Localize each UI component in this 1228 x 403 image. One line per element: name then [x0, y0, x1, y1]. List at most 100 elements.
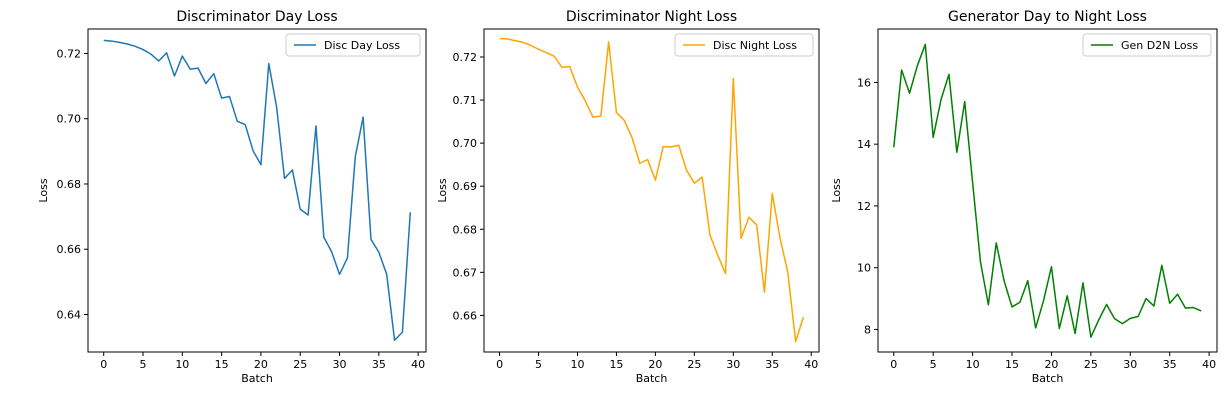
- data-point: [763, 291, 765, 293]
- data-point: [900, 69, 902, 71]
- data-point: [354, 156, 356, 158]
- data-point: [932, 136, 934, 138]
- data-point: [173, 75, 175, 77]
- data-point: [600, 115, 602, 117]
- data-point: [205, 82, 207, 84]
- data-point: [1176, 293, 1178, 295]
- data-point: [330, 251, 332, 253]
- data-point: [165, 52, 167, 54]
- data-point: [1121, 322, 1123, 324]
- plot-frame: [877, 28, 1218, 353]
- x-tick-label: 20: [648, 358, 662, 371]
- x-tick-label: 5: [930, 358, 937, 371]
- data-points: [103, 39, 412, 341]
- data-point: [346, 257, 348, 259]
- data-point: [631, 136, 633, 138]
- y-tick-label: 0.70: [453, 137, 478, 150]
- data-point: [1066, 295, 1068, 297]
- data-point: [916, 64, 918, 66]
- x-tick-label: 40: [804, 358, 818, 371]
- data-point: [197, 67, 199, 69]
- data-point: [924, 43, 926, 45]
- data-point: [268, 62, 270, 64]
- y-tick-label: 0.72: [453, 51, 478, 64]
- data-point: [530, 44, 532, 46]
- x-tick-label: 35: [372, 358, 386, 371]
- data-point: [323, 236, 325, 238]
- data-point: [740, 237, 742, 239]
- data-point: [1129, 317, 1131, 319]
- data-point: [545, 51, 547, 53]
- data-point: [260, 164, 262, 166]
- legend-label: Disc Day Loss: [324, 39, 400, 52]
- x-tick-label: 10: [570, 358, 584, 371]
- data-point: [498, 37, 500, 39]
- data-point: [158, 60, 160, 62]
- data-point: [561, 66, 563, 68]
- data-point: [569, 65, 571, 67]
- data-point: [948, 73, 950, 75]
- y-tick-label: 0.72: [57, 47, 82, 60]
- y-axis-label: Loss: [830, 178, 843, 202]
- y-tick-label: 0.70: [57, 113, 82, 126]
- x-axis-label: Batch: [241, 372, 273, 385]
- data-point: [995, 242, 997, 244]
- data-point: [386, 273, 388, 275]
- data-point: [685, 169, 687, 171]
- data-point: [678, 144, 680, 146]
- data-point: [299, 208, 301, 210]
- data-point: [291, 169, 293, 171]
- data-point: [220, 97, 222, 99]
- data-point: [654, 179, 656, 181]
- data-point: [181, 55, 183, 57]
- data-point: [134, 45, 136, 47]
- data-point: [940, 98, 942, 100]
- y-tick-label: 0.66: [57, 243, 82, 256]
- data-point: [779, 237, 781, 239]
- x-tick-label: 25: [293, 358, 307, 371]
- data-point: [693, 182, 695, 184]
- x-tick-label: 30: [1123, 358, 1137, 371]
- data-point: [979, 261, 981, 263]
- legend-label: Gen D2N Loss: [1121, 39, 1198, 52]
- data-point: [717, 254, 719, 256]
- x-tick-label: 30: [333, 358, 347, 371]
- data-point: [1034, 327, 1036, 329]
- data-point: [1042, 299, 1044, 301]
- data-point: [338, 273, 340, 275]
- x-tick-label: 20: [1044, 358, 1058, 371]
- legend-box: [285, 33, 421, 57]
- data-point: [1082, 282, 1084, 284]
- legend-label: Disc Night Loss: [713, 39, 797, 52]
- chart-panel-1: Discriminator Day Loss 0 5 10 15 20 25 30 35 40 0.…: [37, 9, 427, 385]
- data-point: [794, 340, 796, 342]
- data-point: [506, 38, 508, 40]
- chart-title: Discriminator Day Loss: [176, 9, 337, 25]
- data-point: [1019, 301, 1021, 303]
- y-axis-label: Loss: [436, 178, 449, 202]
- data-point: [701, 176, 703, 178]
- data-point: [315, 125, 317, 127]
- data-point: [1003, 280, 1005, 282]
- data-point: [1145, 297, 1147, 299]
- data-points: [498, 37, 804, 343]
- x-tick-label: 40: [411, 358, 425, 371]
- legend: Disc Night Loss: [674, 33, 814, 57]
- y-tick-label: 0.69: [453, 180, 478, 193]
- data-point: [987, 304, 989, 306]
- legend-box: [674, 33, 814, 57]
- data-point: [553, 55, 555, 57]
- data-point: [771, 192, 773, 194]
- data-point: [1098, 319, 1100, 321]
- chart-title: Discriminator Night Loss: [566, 9, 737, 25]
- data-point: [893, 146, 895, 148]
- data-point: [275, 106, 277, 108]
- legend: Gen D2N Loss: [1082, 33, 1212, 57]
- data-point: [584, 100, 586, 102]
- y-tick-label: 0.67: [453, 266, 478, 279]
- legend: Disc Day Loss: [285, 33, 421, 57]
- data-point: [787, 271, 789, 273]
- data-point: [522, 41, 524, 43]
- data-point: [748, 216, 750, 218]
